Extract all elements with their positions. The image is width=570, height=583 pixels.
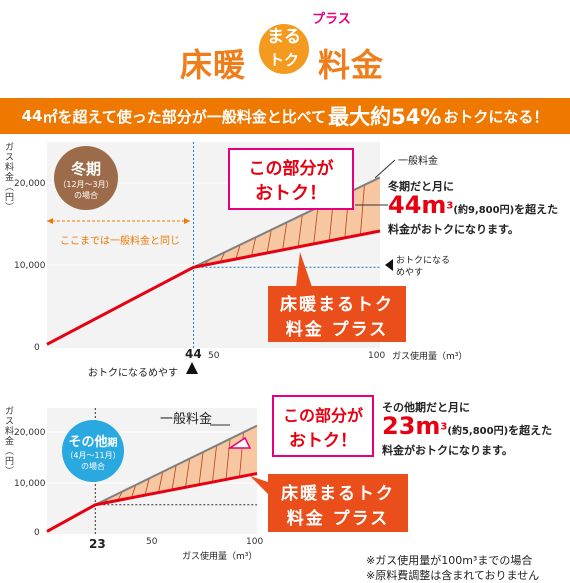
chart1-right-marker [385, 259, 393, 271]
chart2-legend-general: 一般料金 [160, 412, 213, 427]
banner-number: 44 [21, 107, 43, 125]
footnote-1: ※ガス使用量が100m³までの場合 [366, 554, 533, 567]
chart1-note-line1: 冬期だと月に [388, 180, 454, 193]
chart2-callout1-pointer [227, 436, 252, 449]
chart1-season-sub2: の場合 [74, 191, 98, 200]
chart2-note-sup: 3 [440, 421, 448, 433]
c1-hatch-line [235, 244, 241, 259]
chart1-xtick-100: 100 [368, 351, 386, 361]
chart2-note-line1: その他期だと月に [382, 401, 470, 414]
c1-hatch-line [251, 237, 257, 256]
chart1-threshold-marker [186, 362, 198, 374]
chart2-ytick-20000: 20,000 [14, 428, 46, 438]
logo-circle-top: まる [267, 27, 301, 47]
chart2-ylabel: ガス料金（円） [3, 406, 13, 476]
c2-hatch-line [225, 438, 231, 479]
chart1-ytick-10000: 10,000 [14, 261, 46, 271]
chart1-plan-callout: 床暖まるトク 料金 プラス [268, 286, 406, 342]
chart1-note-after: を超えた [514, 203, 559, 216]
chart1-savings-callout-line2: おトク！ [255, 183, 327, 204]
chart2-note-big: 23m [382, 412, 441, 440]
chart1-savings-callout: この部分が おトク！ [228, 148, 354, 210]
chart2-season-sub1: （4月〜11月） [65, 451, 121, 460]
chart2-plan-callout-line2: 料金 プラス [286, 509, 390, 529]
chart1-note: 冬期だと月に 44m3(約9,800円)を超えた 料金がおトクになります。 [388, 177, 568, 239]
chart1-threshold-annotation: おトクになるめやす [88, 368, 178, 379]
chart1-xtick-50: 50 [208, 351, 220, 361]
chart2-plan-callout-line1: 床暖まるトク [281, 484, 395, 504]
c1-hatch-line [266, 229, 272, 253]
chart2-series-plus [46, 472, 258, 533]
chart1-range-arrow-left [47, 218, 53, 224]
chart1-note-big: 44m [388, 191, 447, 219]
banner-emphasis: 最大約54% [328, 105, 442, 129]
chart1-season-badge: 冬期 （12月〜3月） の場合 [54, 146, 118, 210]
logo-circle: まる トク [259, 24, 309, 74]
logo-plus: プラス [312, 12, 351, 27]
chart1-plan-callout-line1: 床暖まるトク [280, 295, 394, 315]
chart2-note: その他期だと月に 23m3(約5,800円)を超えた 料金がおトクになります。 [382, 398, 568, 460]
chart1-ytick-0: 0 [34, 343, 40, 353]
chart1-range-arrow-right [184, 218, 190, 224]
chart1-legend-general: 一般料金 [398, 156, 438, 167]
banner-tail: おトクになる！ [443, 107, 549, 126]
chart1-ytick-20000: 20,000 [14, 179, 46, 189]
chart1-savings-callout-line1: この部分が [248, 159, 334, 179]
banner-unit: ㎡ [42, 107, 58, 126]
banner-text: を超えて使った部分が一般料金と比べて [57, 107, 327, 126]
c1-hatch-line [360, 184, 365, 235]
c2-hatch-line [158, 471, 164, 492]
footnote-2: ※原料費調整は含まれておりません [366, 569, 540, 582]
chart2-xtick-50: 50 [146, 537, 158, 547]
chart1-season-title: 冬期 [70, 160, 101, 178]
chart1-callout2-pointer [296, 252, 312, 287]
c2-hatch-line [185, 458, 191, 487]
chart2-season-title-small: 期 [107, 438, 118, 449]
c2-hatch-line [198, 451, 204, 484]
c1-hatch-line [282, 222, 288, 250]
chart1-note-sup: 3 [446, 200, 454, 212]
chart2-ytick-10000: 10,000 [14, 479, 46, 489]
chart1-xtick-threshold: 44 [185, 347, 202, 361]
logo-circle-bottom: トク [268, 51, 299, 69]
chart1-ylabel: ガス料金（円） [3, 142, 13, 212]
chart2-note-after: を超えた [508, 424, 553, 437]
chart2-plan-callout: 床暖まるトク 料金 プラス [268, 474, 408, 532]
chart2-savings-callout-line1: この部分が [282, 406, 363, 425]
chart2-season-sub2: の場合 [81, 462, 105, 471]
c2-hatch-line [131, 484, 137, 498]
chart1-right-annotation: おトクになる めやす [396, 256, 451, 278]
chart2-savings-callout-line2: おトク！ [289, 431, 357, 451]
logo-right-text: 料金 [318, 46, 385, 84]
chart2-note-line3: 料金がおトクになります。 [382, 444, 513, 457]
chart1-legend-leader [374, 159, 396, 179]
chart1-season-sub1: （12月〜3月） [58, 180, 114, 189]
chart1-note-line3: 料金がおトクになります。 [388, 223, 519, 236]
chart1-note-paren: (約9,800円) [453, 205, 515, 216]
chart2-note-paren: (約5,800円) [447, 426, 509, 437]
c2-hatch-line [171, 465, 177, 490]
chart1-series-plus [46, 229, 381, 346]
chart2-season-title: その他 [68, 435, 108, 450]
chart2-xtick-threshold: 23 [89, 537, 106, 551]
c1-hatch-line [297, 214, 303, 247]
chart1-range-annotation: ここまでは一般料金と同じ [60, 236, 180, 247]
chart1-plan-callout-line2: 料金 プラス [285, 320, 389, 340]
c2-hatch-line [212, 445, 217, 482]
logo-left-text: 床暖 [180, 46, 247, 84]
chart2-ytick-0: 0 [34, 528, 40, 538]
chart1-xlabel: ガス使用量（m³） [392, 352, 468, 362]
c1-hatch-line [220, 252, 225, 262]
c1-hatch-line [313, 207, 319, 244]
chart2-savings-callout: この部分が おトク！ [272, 395, 374, 457]
chart2-xtick-100: 100 [246, 537, 264, 547]
chart2-season-badge: その他期 （4月〜11月） の場合 [62, 420, 124, 482]
chart2-xlabel: ガス使用量（m³） [182, 552, 258, 562]
c2-hatch-line [144, 478, 150, 495]
chart2-callout2-pointer [250, 476, 268, 494]
